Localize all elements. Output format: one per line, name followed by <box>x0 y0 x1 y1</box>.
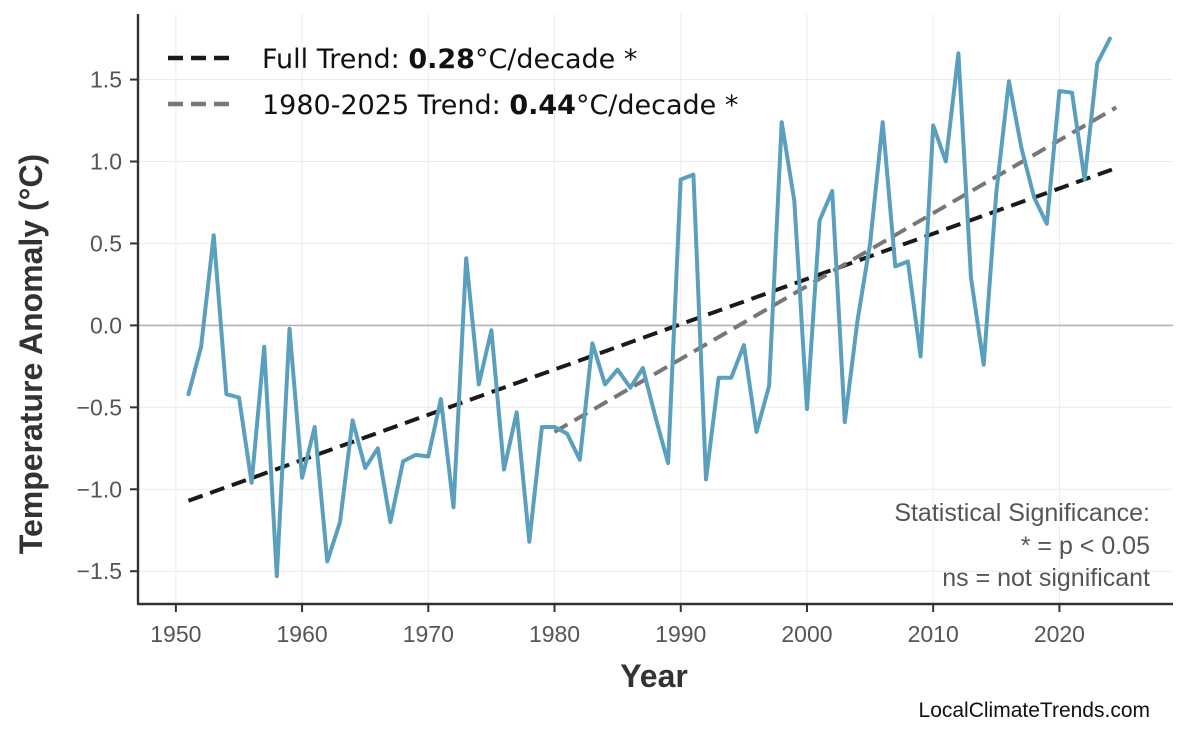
axes <box>136 14 1173 606</box>
trend-lines <box>187 105 1118 503</box>
legend: Full Trend: 0.28°C/decade * 1980-2025 Tr… <box>168 44 738 121</box>
y-tick-label: −1.0 <box>77 476 122 502</box>
legend-label-recent-trend: 1980-2025 Trend: 0.44°C/decade * <box>262 90 738 121</box>
y-axis-title: Temperature Anomaly (°C) <box>13 154 49 554</box>
y-tick-label: 1.0 <box>90 149 122 175</box>
x-tick-label: 2010 <box>908 621 959 647</box>
significance-ns: ns = not significant <box>942 564 1150 592</box>
significance-title: Statistical Significance: <box>894 499 1150 527</box>
anomaly-series-line <box>186 36 1112 579</box>
legend-recent-suffix: °C/decade * <box>576 90 738 121</box>
full-trend-line <box>187 166 1117 503</box>
legend-full-suffix: °C/decade * <box>475 44 637 75</box>
y-tick-label: 0.0 <box>90 312 122 338</box>
legend-full-value: 0.28 <box>408 44 475 75</box>
x-tick-label: 2000 <box>781 621 832 647</box>
y-tick-label: 0.5 <box>90 230 122 256</box>
significance-note: Statistical Significance: * = p < 0.05 n… <box>894 499 1150 592</box>
significance-p-value: * = p < 0.05 <box>1021 532 1150 560</box>
legend-recent-value: 0.44 <box>509 90 576 121</box>
y-tick-label: −0.5 <box>77 394 122 420</box>
y-tick-label: −1.5 <box>77 558 122 584</box>
legend-recent-prefix: 1980-2025 Trend: <box>262 90 509 121</box>
x-tick-label: 1960 <box>276 621 327 647</box>
x-axis-title: Year <box>620 658 688 694</box>
x-tick-label: 2020 <box>1034 621 1085 647</box>
x-tick-label: 1950 <box>150 621 201 647</box>
x-tick-label: 1980 <box>529 621 580 647</box>
source-credit: LocalClimateTrends.com <box>919 699 1150 722</box>
legend-label-full-trend: Full Trend: 0.28°C/decade * <box>262 44 637 75</box>
legend-full-prefix: Full Trend: <box>262 44 408 75</box>
x-tick-label: 1990 <box>655 621 706 647</box>
y-tick-label: 1.5 <box>90 67 122 93</box>
axis-ticks: 1950 1960 1970 1980 1990 2000 2010 2020 1.5 1.0 0.… <box>77 67 1085 647</box>
x-tick-label: 1970 <box>403 621 454 647</box>
